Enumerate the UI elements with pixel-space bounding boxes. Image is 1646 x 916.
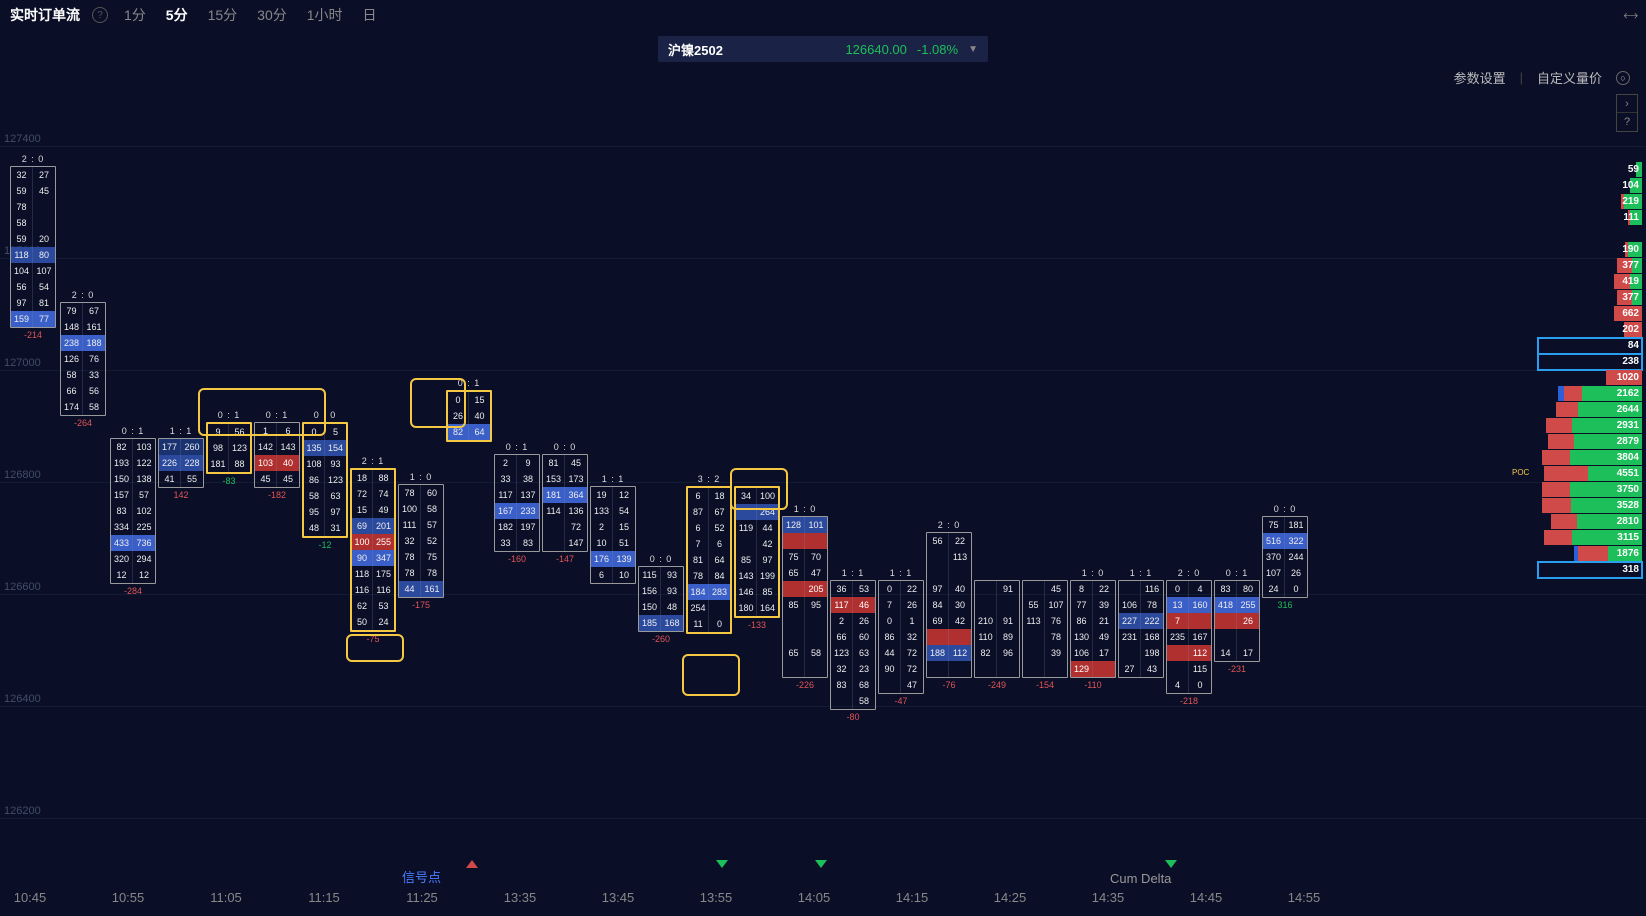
- vp-row: 219: [1538, 194, 1642, 210]
- vp-row: 190: [1538, 242, 1642, 258]
- vp-row: 1876: [1538, 546, 1642, 562]
- footprint-bar[interactable]: 1 : 1116106782272222311681982743: [1118, 568, 1164, 678]
- footprint-bar[interactable]: 2 : 118887274154969201100255903471181751…: [350, 456, 396, 646]
- footprint-bar[interactable]: 0 : 18380418255261417-231: [1214, 568, 1260, 676]
- symbol-name: 沪镍2502: [668, 40, 835, 59]
- gridline: 127400: [0, 146, 1646, 147]
- footprint-bar[interactable]: 9121091110898296-249: [974, 568, 1020, 692]
- footprint-bar[interactable]: 341002641194442859714319914685180164-133: [734, 474, 780, 632]
- volume-profile: 5910421911119037741937766220284238102021…: [1538, 162, 1642, 578]
- footprint-bar[interactable]: 1 : 01281017570654720585956558-226: [782, 504, 828, 692]
- footprint-bar[interactable]: 0 : 0115931569315048185168-260: [638, 554, 684, 646]
- panel-title: 实时订单流: [10, 5, 80, 25]
- footprint-bar[interactable]: 1 : 0822773986211304910617129-110: [1070, 568, 1116, 692]
- vp-row: 3115: [1538, 530, 1642, 546]
- vp-row: 3528: [1538, 498, 1642, 514]
- vp-row: 111: [1538, 210, 1642, 226]
- vp-row: 377: [1538, 258, 1642, 274]
- footprint-bar[interactable]: 0 : 07518151632237024410726240316: [1262, 504, 1308, 612]
- vp-row: 59: [1538, 162, 1642, 178]
- tf-day[interactable]: 日: [359, 3, 381, 27]
- footprint-bar[interactable]: 2 : 032275945785859201188010410756549781…: [10, 154, 56, 342]
- vp-row: 202: [1538, 322, 1642, 338]
- x-tick: 14:45: [1190, 890, 1223, 905]
- x-tick: 14:05: [798, 890, 831, 905]
- vp-row: 419: [1538, 274, 1642, 290]
- footprint-bar[interactable]: 1 : 10227260186324472907247-47: [878, 568, 924, 708]
- footprint-bar[interactable]: 2 : 05622113974084306942188112-76: [926, 520, 972, 692]
- x-tick: 13:45: [602, 890, 635, 905]
- tf-30m[interactable]: 30分: [253, 3, 291, 27]
- x-tick: 10:45: [14, 890, 47, 905]
- help-icon[interactable]: ?: [92, 7, 108, 23]
- vp-row: 238: [1538, 354, 1642, 370]
- footprint-bar[interactable]: 0 : 116142143103404545-182: [254, 410, 300, 502]
- x-tick: 13:55: [700, 890, 733, 905]
- footprint-bar[interactable]: 4555107113767839-154: [1022, 568, 1068, 692]
- tf-5m[interactable]: 5分: [162, 3, 192, 27]
- footprint-bar[interactable]: 1 : 07860100581115732527875787844161-175: [398, 472, 444, 612]
- vp-row: 377: [1538, 290, 1642, 306]
- vp-row: 1020: [1538, 370, 1642, 386]
- vp-row: 2644: [1538, 402, 1642, 418]
- symbol-selector[interactable]: 沪镍2502 126640.00 -1.08% ▼: [658, 36, 988, 62]
- footprint-bar[interactable]: 1 : 11772602262284155142: [158, 426, 204, 502]
- footprint-bar[interactable]: 0 : 0814515317318136411413672147-147: [542, 442, 588, 566]
- vp-row: 2810: [1538, 514, 1642, 530]
- gridline: 127000: [0, 370, 1646, 371]
- footprint-bar[interactable]: 0 : 101526408264: [446, 378, 492, 442]
- footprint-bar[interactable]: 2 : 00413160723516711211540-218: [1166, 568, 1212, 708]
- vp-row: 84: [1538, 338, 1642, 354]
- x-tick: 14:15: [896, 890, 929, 905]
- tf-15m[interactable]: 15分: [204, 3, 242, 27]
- footprint-bar[interactable]: 2 : 07967148161238188126765833665617458-…: [60, 290, 106, 430]
- x-tick: 11:15: [308, 890, 340, 905]
- vp-row: 318: [1538, 562, 1642, 578]
- footprint-bar[interactable]: 0 : 12933381171371672331821973383-160: [494, 442, 540, 566]
- signal-marker: [466, 860, 478, 868]
- tf-1m[interactable]: 1分: [120, 3, 150, 27]
- x-axis: 10:45 10:55 11:05 11:15 11:25 13:35 13:45 13:55…: [0, 890, 1646, 914]
- header-bar: 实时订单流 ? 1分 5分 15分 30分 1小时 日 ⤢: [0, 0, 1646, 30]
- vp-row: 662: [1538, 306, 1642, 322]
- x-tick: 14:25: [994, 890, 1027, 905]
- symbol-pct: -1.08%: [917, 42, 958, 57]
- vp-row: 2162: [1538, 386, 1642, 402]
- gridline: 126400: [0, 706, 1646, 707]
- vp-row: POC4551: [1538, 466, 1642, 482]
- footprint-bar[interactable]: 1 : 11912133542151051176139610: [590, 474, 636, 584]
- signal-marker: [815, 860, 827, 868]
- x-tick: 11:25: [406, 890, 438, 905]
- signal-marker: [716, 860, 728, 868]
- footprint-bar[interactable]: 0 : 182103193122150138157578310233422543…: [110, 426, 156, 598]
- vp-row: 3750: [1538, 482, 1642, 498]
- vp-row: 2879: [1538, 434, 1642, 450]
- gridline: 127200: [0, 258, 1646, 259]
- chevron-down-icon: ▼: [968, 44, 978, 55]
- footprint-bar[interactable]: 0 : 0051351541089386123586395974831-12: [302, 410, 348, 552]
- symbol-price: 126640.00: [845, 42, 906, 57]
- vp-row: [1538, 226, 1642, 242]
- x-tick: 13:35: [504, 890, 537, 905]
- expand-icon[interactable]: ⤢: [1620, 5, 1640, 25]
- x-tick: 14:55: [1288, 890, 1321, 905]
- x-tick: 11:05: [210, 890, 242, 905]
- cumdelta-label: Cum Delta: [1110, 871, 1171, 886]
- vp-row: 104: [1538, 178, 1642, 194]
- footprint-bar[interactable]: 1 : 13653117462266660123633223836858-80: [830, 568, 876, 724]
- gridline: 126200: [0, 818, 1646, 819]
- highlight-box: [682, 654, 740, 696]
- footprint-bar[interactable]: 0 : 19569812318188-83: [206, 410, 252, 488]
- footprint-bar[interactable]: 3 : 261887676527681647884184283254110: [686, 474, 732, 634]
- x-tick: 14:35: [1092, 890, 1125, 905]
- signal-label: 信号点: [402, 867, 441, 886]
- vp-row: 3804: [1538, 450, 1642, 466]
- vp-row: 2931: [1538, 418, 1642, 434]
- tf-1h[interactable]: 1小时: [303, 3, 347, 27]
- x-tick: 10:55: [112, 890, 145, 905]
- signal-marker: [1165, 860, 1177, 868]
- chart-area[interactable]: 1274001272001270001268001266001264001262…: [0, 80, 1646, 916]
